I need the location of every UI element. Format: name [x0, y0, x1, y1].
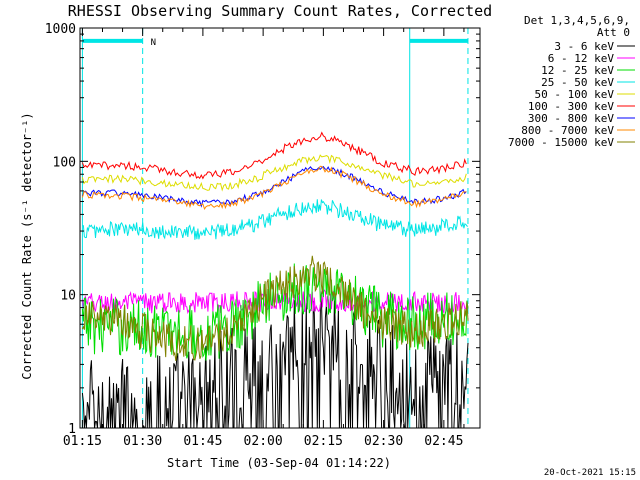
legend-label-0: 3 - 6 keV	[554, 40, 614, 53]
timestamp-footer: 20-Oct-2021 15:15	[544, 468, 636, 478]
x-tick-label-6: 02:45	[424, 434, 463, 449]
x-axis: 01:15 01:30 01:45 02:00 02:15 02:30 02:45	[63, 28, 465, 449]
series-line-7	[81, 165, 467, 211]
y-axis-label: Corrected Count Rate (s⁻¹ detector⁻¹)	[20, 112, 34, 379]
overlay-markers: N	[81, 28, 469, 428]
x-tick-label-0: 01:15	[63, 434, 102, 449]
legend-label-3: 25 - 50 keV	[541, 76, 614, 89]
legend-label-7: 800 - 7000 keV	[521, 124, 614, 137]
legend-header-0: Det 1,3,4,5,6,9,	[524, 14, 630, 27]
y-axis: 1 10 100 1000	[45, 22, 480, 437]
legend-label-2: 12 - 25 keV	[541, 64, 614, 77]
legend-label-4: 50 - 100 keV	[535, 88, 615, 101]
y-tick-label-0: 1	[68, 422, 76, 437]
annotation-0: N	[151, 38, 156, 48]
x-tick-label-4: 02:15	[304, 434, 343, 449]
legend-label-1: 6 - 12 keV	[548, 52, 615, 65]
series-line-1	[81, 289, 469, 315]
plot-frame	[79, 27, 481, 429]
series-line-8	[81, 255, 469, 362]
x-tick-label-2: 01:45	[183, 434, 222, 449]
legend-label-6: 300 - 800 keV	[528, 112, 614, 125]
legend-header-1: Att 0	[597, 26, 630, 39]
x-axis-label: Start Time (03-Sep-04 01:14:22)	[167, 456, 391, 470]
legend-label-8: 7000 - 15000 keV	[508, 136, 614, 149]
legend-label-5: 100 - 300 keV	[528, 100, 614, 113]
y-tick-label-2: 100	[53, 155, 76, 170]
y-tick-label-3: 1000	[45, 22, 76, 37]
chart-title: RHESSI Observing Summary Count Rates, Co…	[68, 2, 492, 20]
x-tick-label-3: 02:00	[244, 434, 283, 449]
x-tick-label-1: 01:30	[123, 434, 162, 449]
series-line-5	[81, 131, 467, 180]
series-line-3	[82, 199, 469, 240]
x-tick-label-5: 02:30	[364, 434, 403, 449]
series-line-4	[81, 154, 467, 192]
y-tick-label-1: 10	[60, 289, 76, 304]
